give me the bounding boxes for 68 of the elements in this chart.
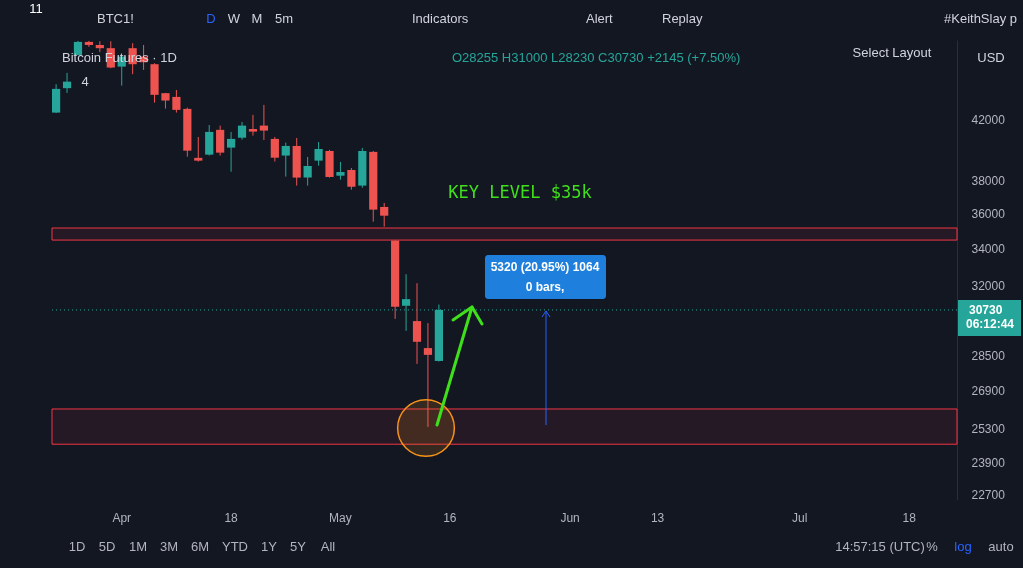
x-tick-label: 18 <box>902 510 917 525</box>
candlestick <box>303 156 312 187</box>
candlestick <box>84 40 94 48</box>
text: 6M <box>190 539 210 554</box>
text: YTD <box>222 539 248 554</box>
y-tick-label: 26900 <box>971 384 1006 399</box>
text: BTC1! <box>97 11 134 26</box>
text: Replay <box>662 11 703 26</box>
x-tick-label: May <box>329 510 352 525</box>
candlestick <box>314 141 323 167</box>
x-tick-label: Jun <box>560 510 580 525</box>
text: #KeithSlay p <box>944 11 1017 26</box>
x-tick-label: Apr <box>112 510 132 525</box>
text: D <box>206 11 216 26</box>
annotation: 5320 (20.95%) 1064 <box>490 260 600 274</box>
y-tick-label: 28500 <box>971 349 1006 364</box>
y-tick-label: 23900 <box>971 456 1006 471</box>
candlestick <box>423 322 433 428</box>
candlestick <box>205 124 214 157</box>
text: 3M <box>159 539 179 554</box>
y-tick-label: 38000 <box>971 174 1006 189</box>
x-tick-label: 13 <box>650 510 665 525</box>
band-label: KEY LEVEL $35k <box>448 182 592 203</box>
text: 5D <box>98 539 116 554</box>
annotation: Select Layout <box>852 45 932 60</box>
candlestick <box>259 104 268 141</box>
y-tick-label: 32000 <box>971 278 1006 293</box>
text: USD <box>977 50 1005 65</box>
candlestick <box>52 83 61 114</box>
candlestick <box>172 89 181 114</box>
candlestick <box>347 167 356 191</box>
y-tick-label: 22700 <box>971 487 1006 502</box>
text: 06:12:44 <box>966 317 1015 331</box>
annotation: 4 <box>81 74 89 89</box>
text: auto <box>988 539 1014 554</box>
candlestick <box>194 136 203 163</box>
x-tick-label: 18 <box>224 510 239 525</box>
candlestick <box>380 202 389 228</box>
text: 1Y <box>261 539 278 554</box>
ref-line-label: 30730 <box>969 302 1003 317</box>
candlestick <box>248 114 258 137</box>
x-tick-label: Jul <box>792 510 808 525</box>
candlestick <box>270 136 279 163</box>
x-tick-label: 16 <box>443 510 457 525</box>
annotation: 0 bars, <box>525 280 565 294</box>
candlestick <box>226 131 236 173</box>
text: Bitcoin Futures · 1D <box>62 50 177 65</box>
text: 1M <box>128 539 148 554</box>
candlestick <box>281 142 290 178</box>
text: O28255 H31000 L28230 C30730 +2145 (+7.50%) <box>452 50 741 65</box>
text: W <box>227 11 241 26</box>
y-tick-label: 42000 <box>971 113 1006 128</box>
text: 1D <box>68 539 86 554</box>
candlestick <box>216 125 225 157</box>
text: 14:57:15 (UTC) <box>835 539 925 554</box>
y-tick-label: 34000 <box>971 241 1006 256</box>
text: 5Y <box>290 539 307 554</box>
text: 5m <box>274 11 294 26</box>
y-tick-label: 25300 <box>971 421 1006 436</box>
text: % <box>926 539 939 554</box>
text: log <box>954 539 972 554</box>
candlestick <box>412 282 422 365</box>
text: 11 <box>29 1 43 16</box>
text: Indicators <box>412 11 469 26</box>
text: M <box>251 11 263 26</box>
text: All <box>320 539 336 554</box>
text: Alert <box>586 11 614 26</box>
y-tick-label: 36000 <box>971 207 1006 222</box>
